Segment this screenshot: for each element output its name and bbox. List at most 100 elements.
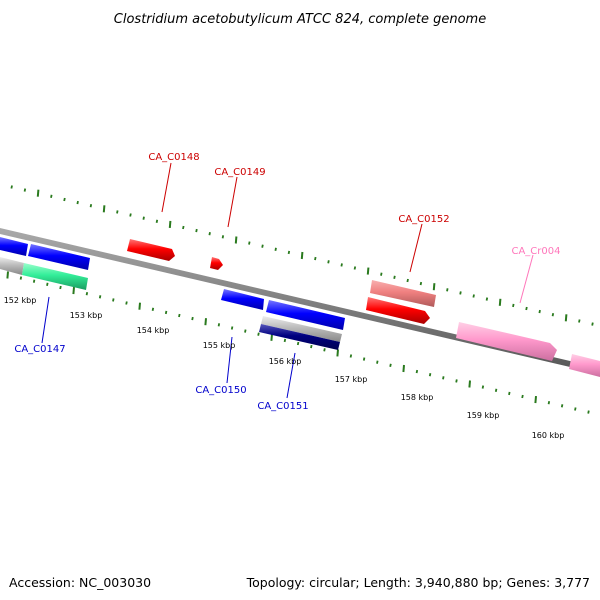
minor-tick — [521, 394, 524, 399]
minor-tick — [419, 281, 423, 286]
scale-label: 153 kbp — [70, 311, 103, 320]
leader-line — [161, 162, 172, 213]
scale-label: 152 kbp — [4, 296, 37, 305]
minor-tick — [208, 232, 211, 236]
minor-tick — [89, 204, 93, 208]
accession-text: Accession: NC_003030 — [9, 575, 151, 590]
inner-scale-ticks — [6, 271, 590, 414]
minor-tick — [85, 292, 89, 296]
scale-label: 159 kbp — [467, 411, 500, 420]
minor-tick — [50, 194, 53, 198]
major-tick — [534, 396, 537, 404]
minor-tick — [485, 297, 489, 301]
gene-feature — [0, 237, 28, 256]
leader-line — [226, 336, 233, 384]
gene-label-ca-c0149[interactable]: CA_C0149 — [214, 167, 265, 178]
gene-label-ca-c0147[interactable]: CA_C0147 — [14, 344, 65, 355]
scale-labels: 152 kbp 153 kbp 154 kbp 155 kbp 156 kbp … — [4, 296, 565, 440]
major-tick — [138, 302, 141, 310]
outer-scale-ticks — [10, 185, 594, 326]
minor-tick — [129, 213, 132, 217]
minor-tick — [376, 360, 379, 364]
leader-line — [227, 176, 238, 228]
minor-tick — [230, 326, 234, 330]
minor-tick — [23, 188, 27, 192]
minor-tick — [283, 338, 287, 343]
major-tick — [564, 314, 568, 322]
map-title: Clostridium acetobutylicum ATCC 824, com… — [114, 12, 486, 27]
major-tick — [102, 205, 106, 213]
gene-feature — [366, 297, 430, 324]
minor-tick — [182, 225, 185, 230]
major-tick — [72, 287, 75, 295]
minor-tick — [296, 341, 300, 346]
minor-tick — [191, 316, 194, 321]
minor-tick — [446, 288, 449, 292]
minor-tick — [362, 357, 366, 361]
minor-tick — [587, 410, 590, 414]
minor-tick — [538, 309, 541, 314]
minor-tick — [261, 244, 264, 248]
minor-tick — [244, 329, 247, 333]
minor-tick — [512, 303, 515, 308]
reverse-strand-features — [0, 257, 342, 350]
scale-label: 160 kbp — [532, 431, 565, 440]
major-tick — [300, 251, 304, 260]
minor-tick — [59, 285, 62, 290]
minor-tick — [393, 275, 396, 279]
minor-tick — [125, 301, 128, 305]
minor-tick — [525, 306, 528, 311]
minor-tick — [481, 385, 485, 389]
gene-feature — [370, 280, 436, 307]
leader-line — [41, 296, 50, 344]
minor-tick — [389, 363, 392, 367]
minor-tick — [314, 256, 317, 261]
minor-tick — [98, 295, 102, 299]
minor-tick — [46, 282, 49, 286]
minor-tick — [10, 185, 13, 189]
minor-tick — [591, 322, 594, 326]
major-tick — [270, 333, 273, 341]
minor-tick — [195, 228, 198, 233]
major-tick — [204, 318, 207, 326]
major-tick — [498, 298, 502, 306]
minor-tick — [19, 276, 23, 280]
leader-line — [286, 352, 296, 399]
minor-tick — [415, 369, 419, 374]
minor-tick — [551, 313, 555, 317]
gene-label-ca-c0148[interactable]: CA_C0148 — [148, 152, 199, 163]
minor-tick — [217, 323, 221, 327]
major-tick — [168, 220, 172, 228]
major-tick — [336, 349, 339, 357]
gene-label-ca-cr004[interactable]: CA_Cr004 — [511, 246, 560, 257]
gene-label-ca-c0150[interactable]: CA_C0150 — [195, 385, 246, 396]
minor-tick — [459, 291, 462, 295]
gene-feature — [28, 244, 90, 270]
minor-tick — [274, 247, 277, 251]
scale-label: 155 kbp — [203, 341, 236, 350]
minor-tick — [406, 278, 409, 283]
major-tick — [468, 380, 471, 388]
leader-line — [519, 254, 534, 304]
minor-tick — [151, 307, 155, 311]
major-tick — [366, 267, 370, 275]
minor-tick — [455, 379, 458, 383]
minor-tick — [310, 344, 313, 349]
scale-label: 158 kbp — [401, 393, 434, 402]
scale-label: 156 kbp — [269, 357, 302, 366]
gene-feature — [259, 324, 340, 350]
gene-label-ca-c0152[interactable]: CA_C0152 — [398, 214, 449, 225]
gene-feature — [221, 289, 264, 310]
minor-tick — [340, 263, 343, 267]
gene-labels: CA_C0148 CA_C0149 CA_C0152 CA_Cr004 CA_C… — [14, 152, 560, 412]
label-leaders — [41, 162, 534, 399]
gene-feature — [261, 316, 342, 342]
minor-tick — [116, 210, 119, 214]
minor-tick — [574, 407, 577, 411]
minor-tick — [353, 266, 357, 270]
gene-feature — [456, 322, 557, 361]
minor-tick — [547, 401, 551, 405]
gene-label-ca-c0151[interactable]: CA_C0151 — [257, 401, 308, 412]
minor-tick — [349, 354, 353, 358]
scale-label: 154 kbp — [137, 326, 170, 335]
